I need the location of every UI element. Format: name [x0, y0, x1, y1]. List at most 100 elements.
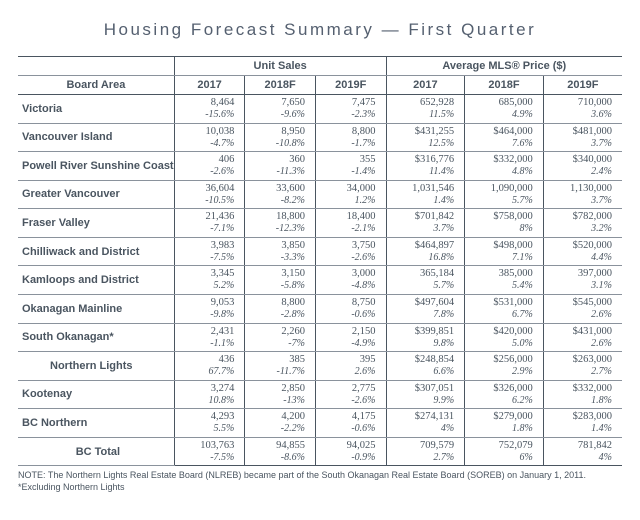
cell-value: 1,130,000 — [543, 180, 622, 195]
cell-pct: -11.3% — [245, 166, 316, 180]
cell-pct: 2.6% — [543, 309, 622, 323]
cell-value: 3,000 — [315, 266, 386, 281]
cell-pct: 7.1% — [465, 252, 544, 266]
cell-pct: -7.1% — [174, 223, 245, 237]
cell-pct: 10.8% — [174, 395, 245, 409]
cell-pct: 7.8% — [386, 309, 465, 323]
note-line: NOTE: The Northern Lights Real Estate Bo… — [18, 469, 622, 481]
cell-pct: 67.7% — [174, 366, 245, 380]
cell-value: 94,855 — [245, 437, 316, 452]
cell-pct: -4.9% — [315, 338, 386, 352]
cell-value: 365,184 — [386, 266, 465, 281]
cell-value: $263,000 — [543, 352, 622, 367]
cell-pct: -0.6% — [315, 309, 386, 323]
cell-pct: 16.8% — [386, 252, 465, 266]
unit-sales-header: Unit Sales — [174, 57, 386, 76]
row-label: Kamloops and District — [18, 266, 174, 295]
table-notes: NOTE: The Northern Lights Real Estate Bo… — [18, 469, 622, 493]
cell-pct: 9.8% — [386, 338, 465, 352]
cell-pct: 6.6% — [386, 366, 465, 380]
cell-pct: -2.1% — [315, 223, 386, 237]
cell-value: $248,854 — [386, 352, 465, 367]
cell-pct: 11.5% — [386, 109, 465, 123]
cell-value: 1,090,000 — [465, 180, 544, 195]
row-label: BC Total — [18, 437, 174, 466]
cell-value: 7,650 — [245, 95, 316, 110]
cell-value: 18,400 — [315, 209, 386, 224]
cell-value: $520,000 — [543, 237, 622, 252]
cell-pct: 1.8% — [543, 395, 622, 409]
cell-pct: 4.4% — [543, 252, 622, 266]
cell-pct: -5.8% — [245, 280, 316, 294]
cell-pct: 6.7% — [465, 309, 544, 323]
forecast-table: Unit Sales Average MLS® Price ($) Board … — [18, 56, 622, 466]
cell-value: 4,175 — [315, 409, 386, 424]
cell-pct: -0.6% — [315, 423, 386, 437]
cell-pct: 3.1% — [543, 280, 622, 294]
cell-value: $464,000 — [465, 123, 544, 138]
cell-value: 652,928 — [386, 95, 465, 110]
cell-value: $701,842 — [386, 209, 465, 224]
cell-pct: -4.7% — [174, 138, 245, 152]
cell-pct: 11.4% — [386, 166, 465, 180]
cell-value: 103,763 — [174, 437, 245, 452]
cell-value: $326,000 — [465, 380, 544, 395]
cell-value: 8,800 — [245, 294, 316, 309]
page-title: Housing Forecast Summary — First Quarter — [18, 20, 622, 40]
cell-value: 395 — [315, 352, 386, 367]
cell-pct: 2.6% — [543, 338, 622, 352]
cell-value: $279,000 — [465, 409, 544, 424]
cell-value: 3,750 — [315, 237, 386, 252]
cell-pct: 2.4% — [543, 166, 622, 180]
cell-pct: -7.5% — [174, 252, 245, 266]
cell-pct: -1.4% — [315, 166, 386, 180]
cell-value: 2,775 — [315, 380, 386, 395]
cell-pct: 5.7% — [386, 280, 465, 294]
cell-pct: -2.6% — [174, 166, 245, 180]
cell-pct: 3.2% — [543, 223, 622, 237]
cell-value: 2,431 — [174, 323, 245, 338]
cell-pct: 2.9% — [465, 366, 544, 380]
cell-pct: 6.2% — [465, 395, 544, 409]
cell-pct: 5.4% — [465, 280, 544, 294]
cell-value: 7,475 — [315, 95, 386, 110]
cell-pct: 5.5% — [174, 423, 245, 437]
cell-value: 360 — [245, 152, 316, 167]
cell-value: $782,000 — [543, 209, 622, 224]
cell-value: 21,436 — [174, 209, 245, 224]
cell-value: 4,200 — [245, 409, 316, 424]
year-header: 2018F — [245, 76, 316, 95]
cell-value: $497,604 — [386, 294, 465, 309]
cell-value: 34,000 — [315, 180, 386, 195]
cell-pct: -3.3% — [245, 252, 316, 266]
year-header: 2019F — [543, 76, 622, 95]
cell-value: $307,051 — [386, 380, 465, 395]
cell-pct: -8.2% — [245, 195, 316, 209]
cell-value: 385,000 — [465, 266, 544, 281]
cell-pct: 2.6% — [315, 366, 386, 380]
cell-value: 8,464 — [174, 95, 245, 110]
cell-value: $531,000 — [465, 294, 544, 309]
cell-pct: 6% — [465, 452, 544, 466]
cell-value: 8,950 — [245, 123, 316, 138]
cell-value: 436 — [174, 352, 245, 367]
cell-value: 2,260 — [245, 323, 316, 338]
row-label: Powell River Sunshine Coast — [18, 152, 174, 181]
cell-value: 709,579 — [386, 437, 465, 452]
cell-value: $481,000 — [543, 123, 622, 138]
cell-pct: -10.5% — [174, 195, 245, 209]
cell-pct: 8% — [465, 223, 544, 237]
year-header: 2018F — [465, 76, 544, 95]
cell-pct: -7% — [245, 338, 316, 352]
cell-pct: -7.5% — [174, 452, 245, 466]
cell-pct: -15.6% — [174, 109, 245, 123]
cell-pct: 4.9% — [465, 109, 544, 123]
cell-value: 9,053 — [174, 294, 245, 309]
row-label: Okanagan Mainline — [18, 294, 174, 323]
cell-pct: -9.8% — [174, 309, 245, 323]
cell-pct: -2.3% — [315, 109, 386, 123]
cell-value: $431,000 — [543, 323, 622, 338]
cell-value: 3,345 — [174, 266, 245, 281]
cell-pct: 3.7% — [543, 138, 622, 152]
cell-value: $316,776 — [386, 152, 465, 167]
